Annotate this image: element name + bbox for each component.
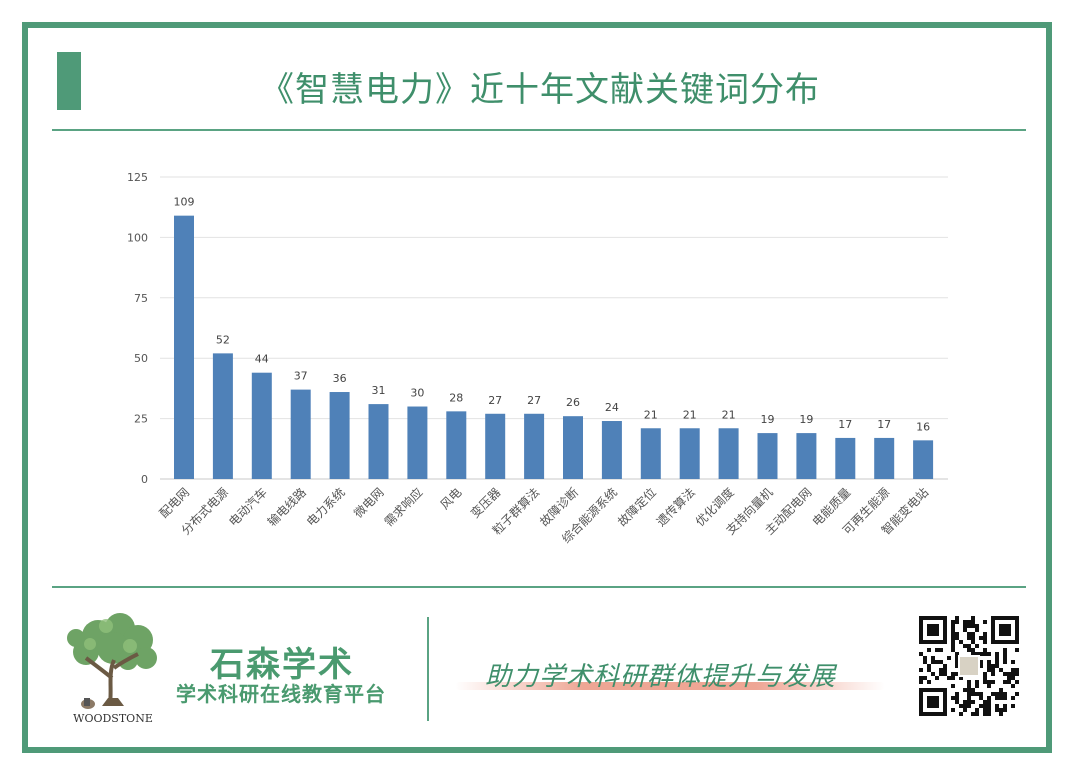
data-label: 52 xyxy=(216,333,230,346)
bar xyxy=(446,411,467,479)
data-label: 17 xyxy=(877,418,891,431)
bar xyxy=(640,428,661,479)
data-label: 21 xyxy=(722,408,736,421)
bar xyxy=(407,406,428,479)
chart-data-labels: 109 52 44 37 36 31 30 28 27 27 26 24 21 21 21 19 19 17 17 1… xyxy=(174,196,931,434)
y-tick-label: 0 xyxy=(141,473,148,486)
y-axis-ticks: 0 25 50 75 100 125 xyxy=(127,171,148,486)
data-label: 24 xyxy=(605,401,619,414)
data-label: 37 xyxy=(294,370,308,383)
y-tick-label: 25 xyxy=(134,413,148,426)
data-label: 36 xyxy=(333,372,347,385)
bar xyxy=(835,437,856,479)
bar xyxy=(174,215,194,479)
x-tick-label: 风电 xyxy=(438,485,465,512)
logo-wordmark: WOODSTONE xyxy=(73,712,153,725)
footer-divider xyxy=(52,586,1026,588)
x-tick-label: 需求响应 xyxy=(381,485,426,530)
data-label: 27 xyxy=(527,394,541,407)
bar xyxy=(485,413,506,479)
page-title: 《智慧电力》近十年文献关键词分布 xyxy=(260,70,820,110)
qr-code-icon xyxy=(919,616,1019,716)
data-label: 21 xyxy=(683,408,697,421)
y-tick-label: 100 xyxy=(127,231,148,244)
bar xyxy=(563,416,583,479)
bar xyxy=(601,421,622,479)
slogan: 助力学术科研群体提升与发展 xyxy=(485,662,837,692)
bar xyxy=(251,372,272,479)
bar-chart: 0 25 50 75 100 125 109 52 44 37 36 31 30 28 27 27 26 24 2… xyxy=(127,171,948,547)
title-divider xyxy=(52,129,1026,131)
bar xyxy=(524,413,545,479)
data-label: 19 xyxy=(761,413,775,426)
data-label: 21 xyxy=(644,408,658,421)
brand-subtitle: 学术科研在线教育平台 xyxy=(176,682,386,706)
slogan-highlight xyxy=(455,682,885,690)
footer-vertical-divider xyxy=(427,617,429,721)
x-tick-label: 配电网 xyxy=(157,485,192,520)
x-tick-label: 电动汽车 xyxy=(225,485,270,530)
bar xyxy=(290,389,311,479)
data-label: 28 xyxy=(449,391,463,404)
x-tick-label: 变压器 xyxy=(467,485,503,521)
data-label: 16 xyxy=(916,420,930,433)
x-tick-label: 输电线路 xyxy=(264,485,309,530)
data-label: 19 xyxy=(799,413,813,426)
x-tick-label: 电力系统 xyxy=(304,485,348,529)
chart-bars xyxy=(174,215,934,479)
bar xyxy=(718,428,739,479)
x-tick-label: 微电网 xyxy=(351,485,386,520)
bar xyxy=(329,392,350,479)
brand-name: 石森学术 xyxy=(210,645,354,685)
chart-gridlines xyxy=(160,176,948,480)
y-tick-label: 75 xyxy=(134,292,148,305)
bar xyxy=(757,433,778,479)
y-tick-label: 50 xyxy=(134,352,148,365)
data-label: 31 xyxy=(372,384,386,397)
bar xyxy=(212,353,233,479)
bar xyxy=(368,404,389,479)
bar xyxy=(874,437,895,479)
x-tick-label: 遗传算法 xyxy=(653,485,698,530)
x-tick-label: 故障定位 xyxy=(614,485,659,530)
data-label: 109 xyxy=(174,196,195,209)
woodstone-tree-logo: WOODSTONE xyxy=(67,613,157,725)
data-label: 30 xyxy=(410,387,424,400)
data-label: 17 xyxy=(838,418,852,431)
y-tick-label: 125 xyxy=(127,171,148,184)
data-label: 26 xyxy=(566,396,580,409)
bar xyxy=(913,440,934,479)
title-accent-bar xyxy=(57,52,81,110)
data-label: 44 xyxy=(255,353,269,366)
bar xyxy=(679,428,700,479)
bar xyxy=(796,433,817,479)
data-label: 27 xyxy=(488,394,502,407)
